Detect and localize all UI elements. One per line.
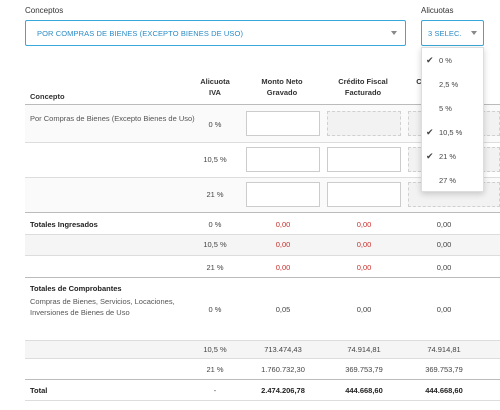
ingresados-credito: 0,00 bbox=[356, 263, 372, 272]
row-divider bbox=[25, 234, 500, 235]
comprobantes-alicuota: 21 % bbox=[206, 365, 224, 374]
comprobantes-computable: 74.914,81 bbox=[427, 345, 461, 354]
comprobantes-computable: 369.753,79 bbox=[425, 365, 463, 374]
concept-name: Por Compras de Bienes (Excepto Bienes de… bbox=[30, 114, 195, 123]
comprobantes-credito: 74.914,81 bbox=[347, 345, 381, 354]
conceptos-label: Conceptos bbox=[25, 6, 64, 15]
totales-comprobantes-label: Totales de Comprobantes bbox=[30, 284, 122, 293]
ingresados-monto: 0,00 bbox=[275, 240, 291, 249]
section-divider bbox=[25, 212, 500, 213]
alicuota-option-label: 5 % bbox=[439, 103, 452, 113]
ingresados-alicuota: 10,5 % bbox=[203, 240, 227, 249]
ingresados-computable: 0,00 bbox=[436, 240, 452, 249]
alicuota-option-label: 21 % bbox=[439, 151, 457, 161]
conceptos-select-value: POR COMPRAS DE BIENES (EXCEPTO BIENES DE… bbox=[37, 28, 244, 38]
concept-alicuota: 10,5 % bbox=[203, 155, 227, 164]
ingresados-credito: 0,00 bbox=[356, 240, 372, 249]
header-credito: Crédito Fiscal Facturado bbox=[338, 77, 388, 97]
alicuota-option[interactable]: ✔ 10,5 % bbox=[422, 120, 483, 144]
chevron-down-icon bbox=[391, 31, 397, 35]
comprobantes-monto: 1.760.732,30 bbox=[261, 365, 305, 374]
row-divider bbox=[25, 400, 500, 401]
ingresados-computable: 0,00 bbox=[436, 220, 452, 229]
alicuota-option-label: 27 % bbox=[439, 175, 457, 185]
comprobantes-monto: 0,05 bbox=[275, 305, 291, 314]
header-divider bbox=[25, 104, 500, 105]
section-divider bbox=[25, 277, 500, 278]
concept-alicuota: 0 % bbox=[208, 120, 222, 129]
comprobantes-row-2 bbox=[25, 341, 500, 358]
alicuota-option[interactable]: ✔ 21 % bbox=[422, 144, 483, 168]
ingresados-monto: 0,00 bbox=[275, 263, 291, 272]
monto-input-2[interactable] bbox=[246, 182, 320, 207]
alicuotas-select-value: 3 SELEC. bbox=[428, 28, 462, 38]
chevron-down-icon bbox=[471, 31, 477, 35]
credito-input-0 bbox=[327, 111, 401, 136]
alicuota-option-label: 2,5 % bbox=[439, 79, 459, 89]
row-divider bbox=[25, 340, 500, 341]
comprobantes-monto: 713.474,43 bbox=[264, 345, 302, 354]
header-alicuota: Alicuota IVA bbox=[200, 77, 230, 97]
alicuota-option-label: 0 % bbox=[439, 55, 452, 65]
alicuota-option[interactable]: ✔ 0 % bbox=[422, 48, 483, 72]
ingresados-alicuota: 21 % bbox=[206, 263, 224, 272]
ingresados-monto: 0,00 bbox=[275, 220, 291, 229]
comprobantes-credito: 0,00 bbox=[356, 305, 372, 314]
ingresados-computable: 0,00 bbox=[436, 263, 452, 272]
row-divider bbox=[25, 358, 500, 359]
ingresados-credito: 0,00 bbox=[356, 220, 372, 229]
concept-alicuota: 21 % bbox=[206, 190, 224, 199]
comprobantes-computable: 0,00 bbox=[436, 305, 452, 314]
total-label: Total bbox=[30, 386, 48, 395]
total-monto: 2.474.206,78 bbox=[261, 386, 305, 395]
check-icon: ✔ bbox=[426, 150, 434, 161]
credito-input-2[interactable] bbox=[327, 182, 401, 207]
monto-input-1[interactable] bbox=[246, 147, 320, 172]
check-icon: ✔ bbox=[426, 54, 434, 65]
alicuota-option-label: 10,5 % bbox=[439, 127, 463, 137]
header-monto: Monto Neto Gravado bbox=[261, 77, 303, 97]
comprobantes-credito: 369.753,79 bbox=[345, 365, 383, 374]
comprobantes-alicuota: 0 % bbox=[208, 305, 222, 314]
total-credito: 444.668,60 bbox=[345, 386, 383, 395]
check-icon: ✔ bbox=[426, 126, 434, 137]
row-divider bbox=[25, 142, 500, 143]
header-computable-partial: C bbox=[416, 77, 422, 86]
row-divider bbox=[25, 177, 500, 178]
alicuota-option[interactable]: 5 % bbox=[422, 96, 483, 120]
total-computable: 444.668,60 bbox=[425, 386, 463, 395]
conceptos-select[interactable]: POR COMPRAS DE BIENES (EXCEPTO BIENES DE… bbox=[25, 20, 406, 46]
alicuotas-dropdown: ✔ 0 % 2,5 % 5 % ✔ 10,5 % ✔ 21 % 27 % bbox=[421, 47, 484, 192]
alicuota-option[interactable]: 27 % bbox=[422, 168, 483, 192]
credito-input-1[interactable] bbox=[327, 147, 401, 172]
alicuotas-select[interactable]: 3 SELEC. bbox=[421, 20, 484, 46]
ingresados-row-2 bbox=[25, 235, 500, 255]
row-divider bbox=[25, 255, 500, 256]
totales-comprobantes-sublabel: Compras de Bienes, Servicios, Locaciones… bbox=[30, 297, 175, 317]
ingresados-alicuota: 0 % bbox=[208, 220, 222, 229]
section-divider bbox=[25, 379, 500, 380]
monto-input-0[interactable] bbox=[246, 111, 320, 136]
header-concepto: Concepto bbox=[30, 92, 65, 101]
total-alicuota: - bbox=[213, 386, 217, 395]
alicuotas-label: Alicuotas bbox=[421, 6, 454, 15]
alicuota-option[interactable]: 2,5 % bbox=[422, 72, 483, 96]
comprobantes-alicuota: 10,5 % bbox=[203, 345, 227, 354]
totales-ingresados-label: Totales Ingresados bbox=[30, 220, 98, 229]
